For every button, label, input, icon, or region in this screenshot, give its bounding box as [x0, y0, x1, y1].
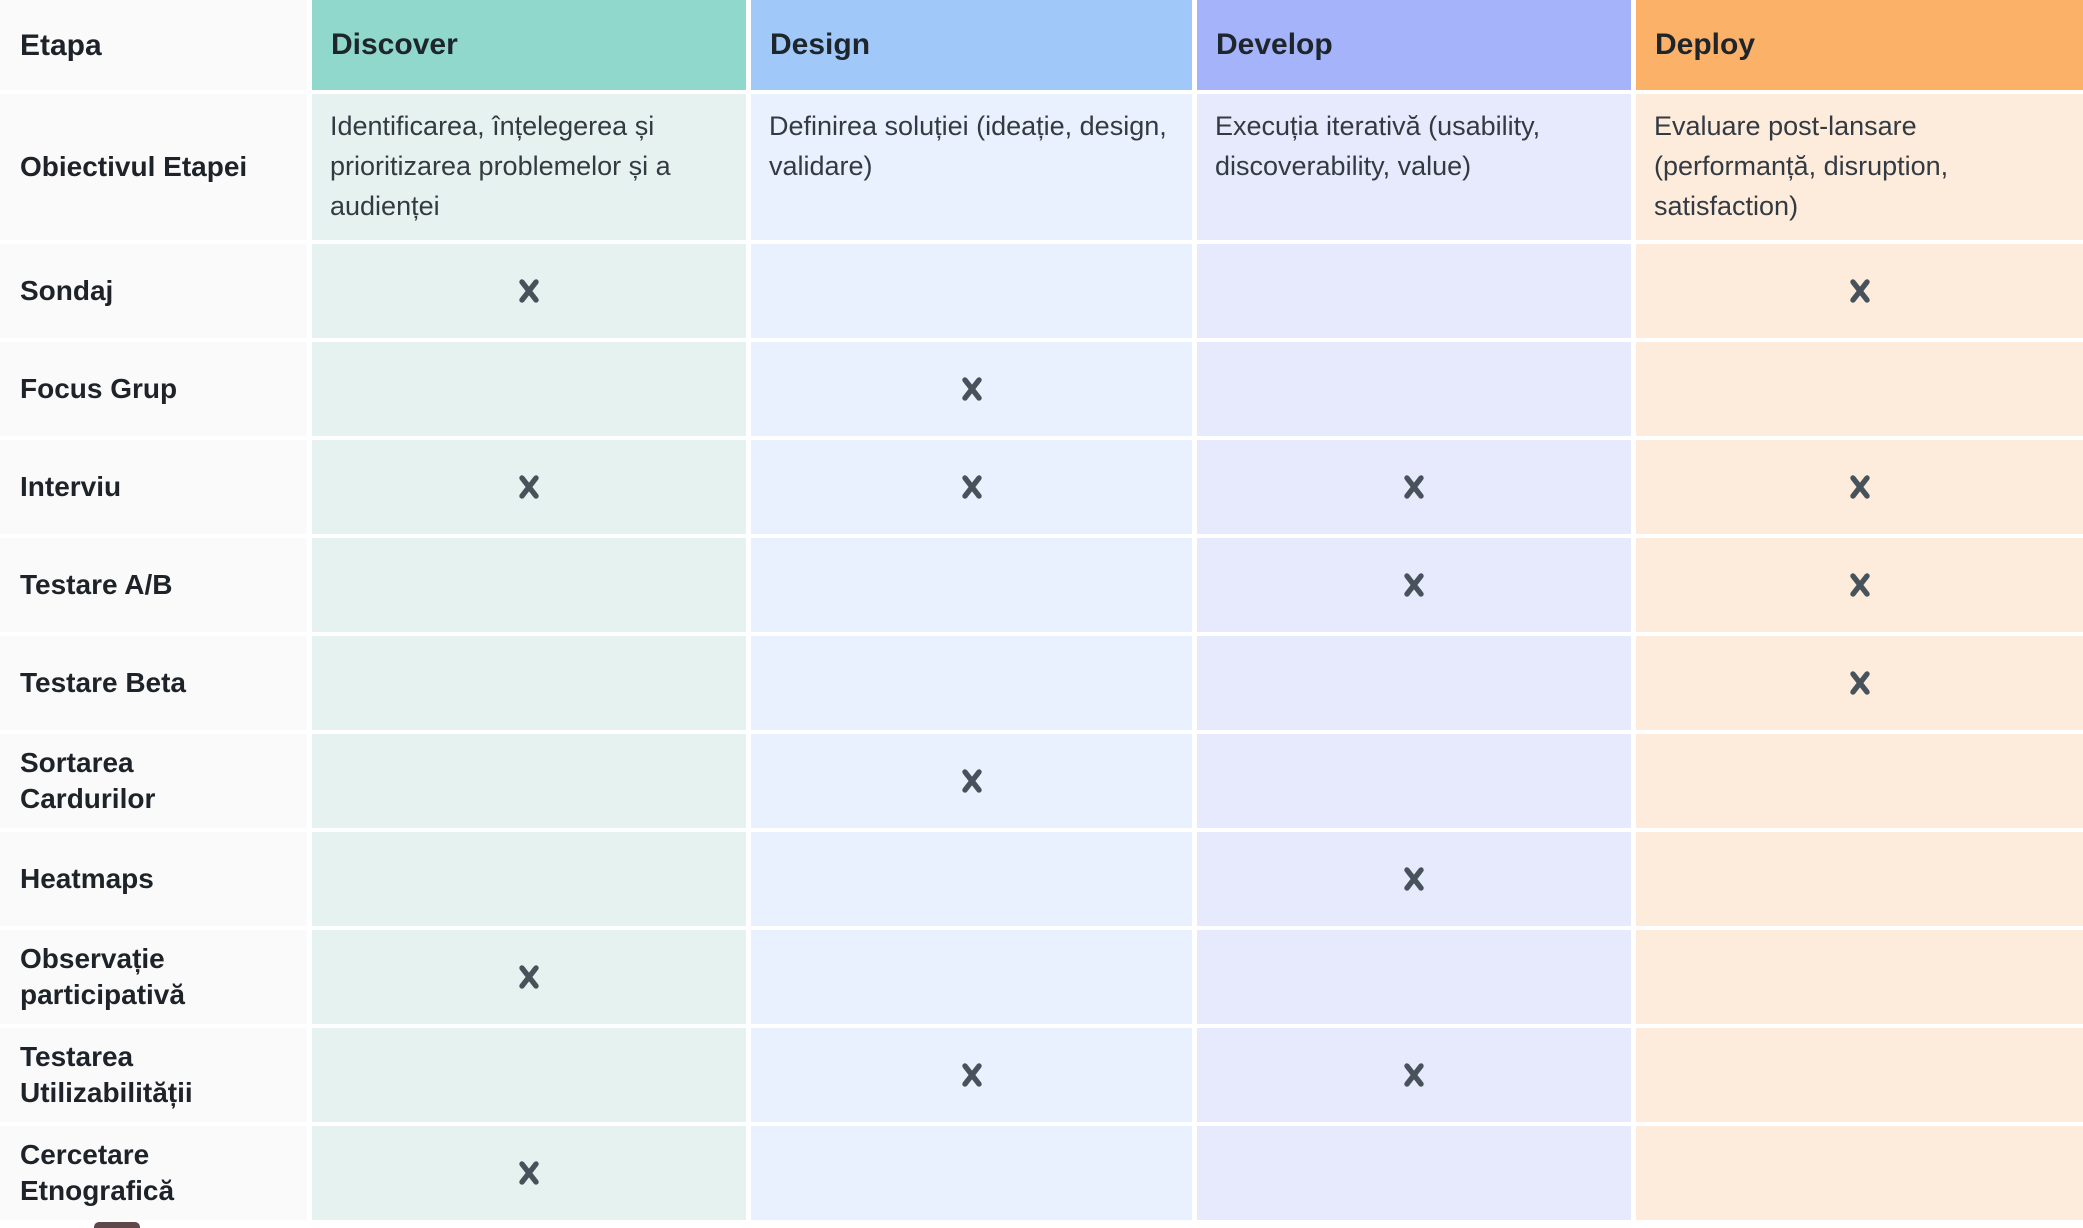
matrix-cell — [751, 1028, 1192, 1122]
row-label: Obiectivul Etapei — [20, 150, 248, 182]
matrix-cell — [1197, 930, 1631, 1024]
x-mark-icon — [961, 1063, 982, 1087]
x-mark-icon — [519, 1161, 539, 1185]
corner-header: Etapa — [0, 0, 307, 90]
row-label-cercetare-etnografica: Cercetare Etnografică — [0, 1126, 307, 1220]
matrix-cell — [312, 1028, 746, 1122]
column-header-label: Discover — [331, 28, 458, 61]
matrix-cell — [751, 342, 1192, 436]
row-label-testare-ab: Testare A/B — [0, 538, 307, 632]
column-header-discover: Discover — [312, 0, 746, 90]
row-label-testarea-utilizabilitatii: Testarea Utilizabilității — [0, 1028, 307, 1122]
matrix-cell — [312, 342, 746, 436]
column-header-label: Design — [770, 28, 871, 61]
objective-cell-design: Definirea soluției (ideație, design, val… — [751, 94, 1192, 240]
row-label-interviu: Interviu — [0, 440, 307, 534]
column-header-design: Design — [751, 0, 1192, 90]
corner-header-label: Etapa — [20, 28, 102, 62]
x-mark-icon — [1849, 279, 1870, 303]
x-mark-icon — [961, 475, 982, 499]
matrix-cell — [1636, 636, 2083, 730]
x-mark-icon — [1849, 671, 1870, 695]
row-label-sondaj: Sondaj — [0, 244, 307, 338]
matrix-cell — [751, 734, 1192, 828]
x-mark-icon — [1404, 1063, 1424, 1087]
matrix-cell — [1636, 1126, 2083, 1220]
row-label: Testarea Utilizabilității — [20, 1040, 193, 1108]
matrix-cell — [1197, 342, 1631, 436]
row-label: Focus Grup — [20, 372, 178, 404]
matrix-cell — [1636, 832, 2083, 926]
matrix-cell — [1197, 832, 1631, 926]
matrix-cell — [751, 244, 1192, 338]
row-label-observatie-participativa: Observație participativă — [0, 930, 307, 1024]
matrix-cell — [1636, 244, 2083, 338]
objective-cell-develop: Execuția iterativă (usability, discovera… — [1197, 94, 1631, 240]
x-mark-icon — [1849, 573, 1870, 597]
matrix-cell — [312, 930, 746, 1024]
column-header-deploy: Deploy — [1636, 0, 2083, 90]
x-mark-icon — [519, 475, 539, 499]
row-label-testare-beta: Testare Beta — [0, 636, 307, 730]
x-mark-icon — [1404, 475, 1424, 499]
clipped-bottom-element — [94, 1222, 140, 1228]
objective-text: Definirea soluției (ideație, design, val… — [769, 111, 1167, 181]
matrix-cell — [312, 1126, 746, 1220]
matrix-cell — [1636, 342, 2083, 436]
matrix-cell — [1197, 1028, 1631, 1122]
matrix-cell — [1197, 440, 1631, 534]
matrix-cell — [312, 538, 746, 632]
matrix-cell — [1197, 538, 1631, 632]
row-label-sortarea-cardurilor: Sortarea Cardurilor — [0, 734, 307, 828]
row-label: Cercetare Etnografică — [20, 1138, 175, 1206]
matrix-cell — [751, 930, 1192, 1024]
objective-text: Identificarea, înțelegerea și prioritiza… — [330, 111, 671, 221]
x-mark-icon — [1849, 475, 1870, 499]
objective-text: Evaluare post-lansare (performanță, disr… — [1654, 111, 1949, 221]
matrix-cell — [751, 538, 1192, 632]
row-label: Heatmaps — [20, 862, 154, 894]
matrix-cell — [751, 440, 1192, 534]
column-header-develop: Develop — [1197, 0, 1631, 90]
row-label: Interviu — [20, 470, 122, 502]
matrix-cell — [1197, 244, 1631, 338]
x-mark-icon — [961, 377, 982, 401]
row-label-focus-grup: Focus Grup — [0, 342, 307, 436]
column-header-label: Deploy — [1655, 28, 1756, 61]
matrix-cell — [1636, 1028, 2083, 1122]
objective-cell-discover: Identificarea, înțelegerea și prioritiza… — [312, 94, 746, 240]
matrix-cell — [1636, 734, 2083, 828]
matrix-cell — [1197, 1126, 1631, 1220]
matrix-cell — [1197, 636, 1631, 730]
row-label: Testare A/B — [20, 568, 173, 600]
row-label-objective: Obiectivul Etapei — [0, 94, 307, 240]
matrix-cell — [751, 832, 1192, 926]
matrix-cell — [1636, 440, 2083, 534]
matrix-cell — [312, 636, 746, 730]
column-header-label: Develop — [1216, 28, 1333, 61]
x-mark-icon — [1404, 573, 1424, 597]
x-mark-icon — [961, 769, 982, 793]
matrix-cell — [312, 244, 746, 338]
x-mark-icon — [519, 965, 539, 989]
matrix-cell — [1636, 930, 2083, 1024]
row-label: Observație participativă — [20, 942, 185, 1010]
matrix-cell — [751, 1126, 1192, 1220]
matrix-cell — [1197, 734, 1631, 828]
matrix-cell — [312, 734, 746, 828]
matrix-cell — [1636, 538, 2083, 632]
matrix-cell — [312, 440, 746, 534]
row-label: Sortarea Cardurilor — [20, 746, 156, 814]
x-mark-icon — [519, 279, 539, 303]
matrix-cell — [312, 832, 746, 926]
objective-cell-deploy: Evaluare post-lansare (performanță, disr… — [1636, 94, 2083, 240]
row-label: Sondaj — [20, 274, 114, 306]
objective-text: Execuția iterativă (usability, discovera… — [1215, 111, 1541, 181]
matrix-cell — [751, 636, 1192, 730]
row-label: Testare Beta — [20, 666, 187, 698]
x-mark-icon — [1404, 867, 1424, 891]
row-label-heatmaps: Heatmaps — [0, 832, 307, 926]
